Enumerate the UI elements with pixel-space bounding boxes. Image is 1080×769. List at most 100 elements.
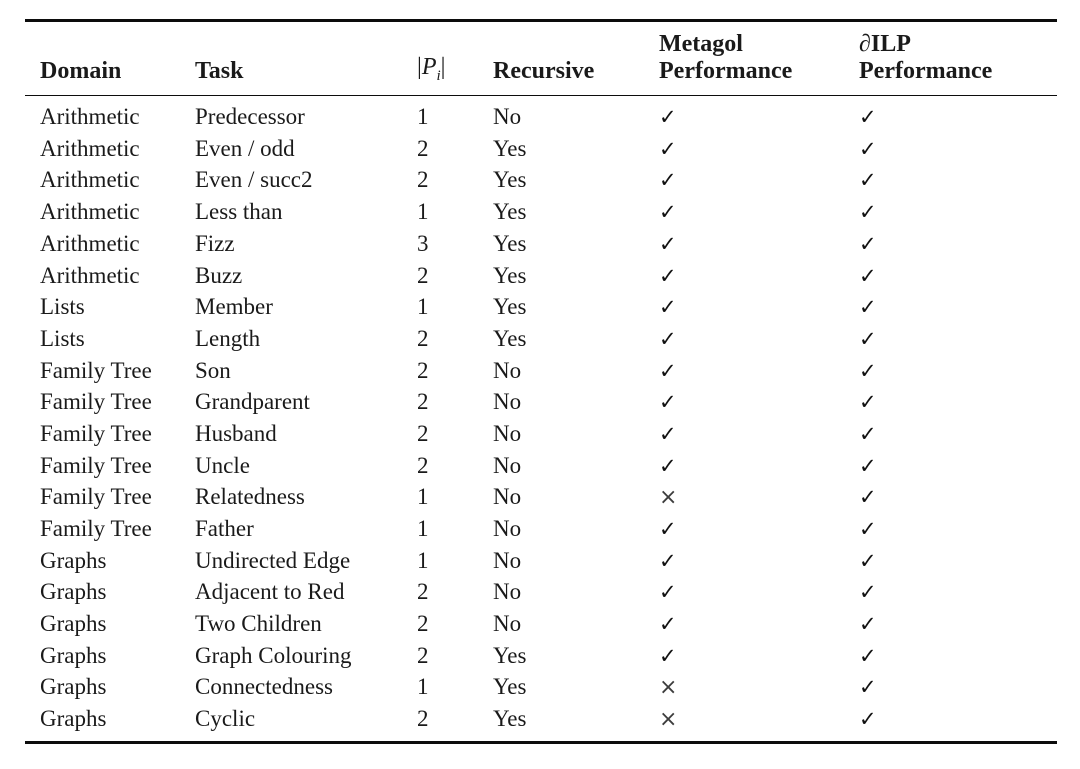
check-icon: ✓	[659, 200, 677, 225]
check-icon: ✓	[859, 675, 877, 700]
cell-domain: Graphs	[40, 611, 107, 637]
cell-arity: 2	[417, 357, 429, 383]
cell-arity: 1	[417, 674, 429, 700]
cell-metagol-performance: ✓	[659, 577, 859, 609]
cell-arity: 2	[417, 579, 429, 605]
check-icon: ✓	[859, 390, 877, 415]
cell-arity: 1	[417, 104, 429, 130]
pi-open-bar: |	[417, 54, 422, 81]
cell-task: Grandparent	[195, 389, 310, 415]
table-row: Family Tree Father 1 No ✓ ✓	[25, 513, 1057, 545]
cell-arity: 2	[417, 135, 429, 161]
cell-recursive: Yes	[493, 706, 527, 732]
cell-task: Predecessor	[195, 104, 305, 130]
cell-arity: 2	[417, 452, 429, 478]
check-icon: ✓	[659, 168, 677, 193]
check-icon: ✓	[859, 453, 877, 478]
check-icon: ✓	[659, 358, 677, 383]
table-row: Lists Member 1 Yes ✓ ✓	[25, 291, 1057, 323]
pi-close-bar: |	[440, 54, 446, 81]
cell-metagol-performance: ✓	[659, 96, 859, 133]
cell-dilp-performance: ✓	[859, 703, 1057, 742]
cell-dilp-performance: ✓	[859, 133, 1057, 165]
cell-dilp-performance: ✓	[859, 513, 1057, 545]
check-icon: ✓	[659, 421, 677, 446]
cell-dilp-performance: ✓	[859, 260, 1057, 292]
table-row: Arithmetic Predecessor 1 No ✓ ✓	[25, 96, 1057, 133]
cell-arity: 2	[417, 325, 429, 351]
cell-task: Length	[195, 325, 261, 351]
check-icon: ✓	[859, 326, 877, 351]
column-header-pi: |Pi|	[417, 20, 493, 97]
cell-domain: Family Tree	[40, 420, 152, 446]
table-row: Graphs Adjacent to Red 2 No ✓ ✓	[25, 577, 1057, 609]
cell-arity: 2	[417, 706, 429, 732]
cell-dilp-performance: ✓	[859, 577, 1057, 609]
check-icon: ✓	[859, 485, 877, 510]
cell-dilp-performance: ✓	[859, 481, 1057, 513]
cell-arity: 3	[417, 230, 429, 256]
cell-recursive: No	[493, 389, 522, 415]
cell-domain: Lists	[40, 294, 85, 320]
cell-metagol-performance: ×	[659, 703, 859, 742]
cell-dilp-performance: ✓	[859, 640, 1057, 672]
check-icon: ✓	[659, 263, 677, 288]
check-icon: ✓	[859, 517, 877, 541]
cell-task: Connectedness	[195, 674, 333, 700]
cell-arity: 2	[417, 389, 429, 415]
check-icon: ✓	[659, 390, 677, 415]
table-row: Arithmetic Less than 1 Yes ✓ ✓	[25, 196, 1057, 228]
cell-metagol-performance: ✓	[659, 640, 859, 672]
cross-icon: ×	[659, 485, 678, 511]
cell-recursive: Yes	[493, 262, 527, 288]
cell-recursive: No	[493, 452, 522, 478]
check-icon: ✓	[859, 421, 877, 446]
cell-arity: 1	[417, 547, 429, 573]
check-icon: ✓	[659, 580, 677, 605]
cell-recursive: Yes	[493, 199, 527, 225]
cell-recursive: No	[493, 420, 522, 446]
cell-arity: 2	[417, 262, 429, 288]
cell-arity: 2	[417, 420, 429, 446]
table-row: Family Tree Husband 2 No ✓ ✓	[25, 418, 1057, 450]
cell-task: Cyclic	[195, 706, 256, 732]
cell-domain: Family Tree	[40, 484, 152, 510]
check-icon: ✓	[859, 200, 877, 225]
cell-recursive: Yes	[493, 294, 527, 320]
cell-domain: Family Tree	[40, 389, 152, 415]
cross-icon: ×	[659, 675, 678, 701]
cell-recursive: Yes	[493, 230, 527, 256]
cell-metagol-performance: ✓	[659, 545, 859, 577]
table-body: Arithmetic Predecessor 1 No ✓ ✓ Arithmetic Even…	[25, 96, 1057, 743]
cross-icon: ×	[659, 707, 678, 733]
cell-metagol-performance: ✓	[659, 291, 859, 323]
cell-domain: Family Tree	[40, 357, 152, 383]
table-row: Arithmetic Buzz 2 Yes ✓ ✓	[25, 260, 1057, 292]
cell-domain: Graphs	[40, 642, 107, 668]
cell-metagol-performance: ✓	[659, 323, 859, 355]
table-row: Arithmetic Even / succ2 2 Yes ✓ ✓	[25, 165, 1057, 197]
cell-dilp-performance: ✓	[859, 96, 1057, 133]
metagol-header-line2: Performance	[659, 58, 793, 85]
cell-recursive: Yes	[493, 135, 527, 161]
cell-domain: Arithmetic	[40, 199, 140, 225]
cell-dilp-performance: ✓	[859, 386, 1057, 418]
check-icon: ✓	[859, 707, 877, 732]
cell-domain: Arithmetic	[40, 262, 140, 288]
column-header-recursive: Recursive	[493, 20, 659, 97]
header-row: Domain Task |Pi| Recursive Metagol Perfor…	[25, 20, 1057, 97]
table-row: Graphs Cyclic 2 Yes × ✓	[25, 703, 1057, 742]
cell-recursive: Yes	[493, 642, 527, 668]
check-icon: ✓	[659, 326, 677, 351]
cell-task: Fizz	[195, 230, 235, 256]
check-icon: ✓	[659, 453, 677, 478]
results-table: Domain Task |Pi| Recursive Metagol Perfor…	[25, 19, 1057, 744]
cell-metagol-performance: ✓	[659, 386, 859, 418]
cell-recursive: No	[493, 547, 522, 573]
cell-dilp-performance: ✓	[859, 291, 1057, 323]
cell-metagol-performance: ✓	[659, 418, 859, 450]
cell-arity: 2	[417, 642, 429, 668]
check-icon: ✓	[859, 295, 877, 320]
cell-task: Undirected Edge	[195, 547, 351, 573]
check-icon: ✓	[659, 105, 677, 130]
